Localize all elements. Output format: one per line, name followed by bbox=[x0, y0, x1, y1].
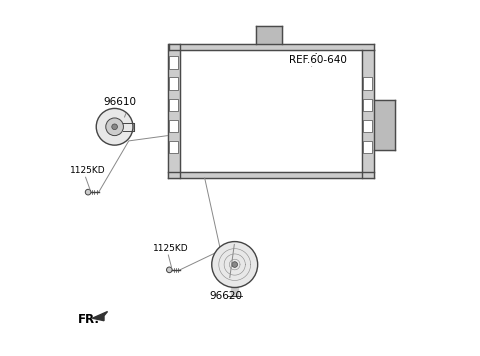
Bar bbox=[363, 141, 372, 153]
Text: 96610: 96610 bbox=[103, 97, 136, 108]
Bar bbox=[169, 120, 178, 132]
Circle shape bbox=[112, 124, 118, 130]
Polygon shape bbox=[374, 100, 396, 150]
Text: 1125KD: 1125KD bbox=[70, 167, 106, 176]
Polygon shape bbox=[92, 312, 108, 321]
Text: 1125KD: 1125KD bbox=[153, 244, 189, 253]
Bar bbox=[169, 141, 178, 153]
Text: 96620: 96620 bbox=[209, 291, 242, 301]
Polygon shape bbox=[362, 50, 374, 178]
Circle shape bbox=[85, 189, 91, 195]
Circle shape bbox=[106, 118, 123, 136]
Polygon shape bbox=[168, 44, 180, 178]
Text: FR.: FR. bbox=[77, 313, 99, 326]
Bar bbox=[169, 77, 178, 90]
Polygon shape bbox=[231, 288, 238, 296]
Polygon shape bbox=[168, 172, 374, 178]
Circle shape bbox=[96, 109, 133, 145]
Bar bbox=[169, 99, 178, 111]
Circle shape bbox=[167, 267, 172, 273]
Circle shape bbox=[232, 262, 238, 267]
Polygon shape bbox=[169, 44, 374, 50]
Polygon shape bbox=[123, 122, 134, 131]
Bar bbox=[169, 56, 178, 68]
Bar bbox=[363, 77, 372, 90]
Circle shape bbox=[212, 242, 258, 288]
Text: REF.60-640: REF.60-640 bbox=[289, 55, 347, 65]
Polygon shape bbox=[256, 26, 282, 44]
Bar bbox=[363, 120, 372, 132]
Bar bbox=[363, 99, 372, 111]
